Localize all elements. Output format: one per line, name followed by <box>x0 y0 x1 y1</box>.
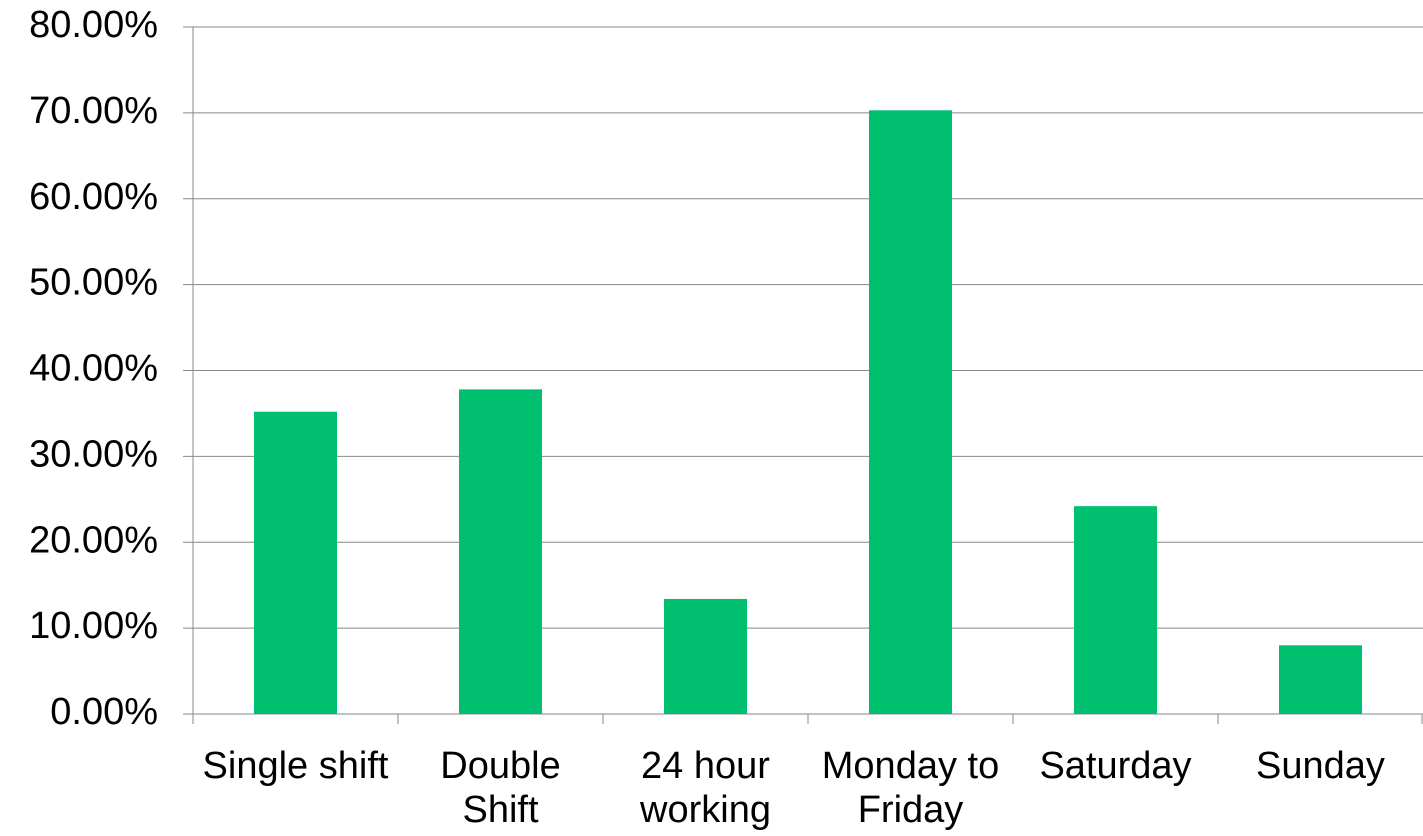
x-tick-label: 24 hour working <box>640 745 771 831</box>
x-tick-label: Double Shift <box>440 745 561 831</box>
bar <box>869 110 952 714</box>
y-tick-label: 60.00% <box>29 176 158 218</box>
bar <box>1074 506 1157 714</box>
x-tick-label: Single shift <box>202 745 389 787</box>
y-tick-label: 40.00% <box>29 348 158 390</box>
y-tick-label: 0.00% <box>50 691 158 733</box>
y-tick-label: 80.00% <box>29 4 158 46</box>
y-tick-label: 50.00% <box>29 262 158 304</box>
y-tick-label: 10.00% <box>29 605 158 647</box>
y-tick-label: 70.00% <box>29 90 158 132</box>
bar <box>1279 645 1362 714</box>
x-tick-label: Sunday <box>1256 745 1385 787</box>
y-tick-label: 30.00% <box>29 433 158 475</box>
y-tick-label: 20.00% <box>29 519 158 561</box>
bar <box>664 598 747 714</box>
x-tick-label: Saturday <box>1039 745 1192 787</box>
bar <box>459 389 542 714</box>
bar <box>254 411 337 714</box>
x-tick-label: Monday to Friday <box>821 745 1000 831</box>
